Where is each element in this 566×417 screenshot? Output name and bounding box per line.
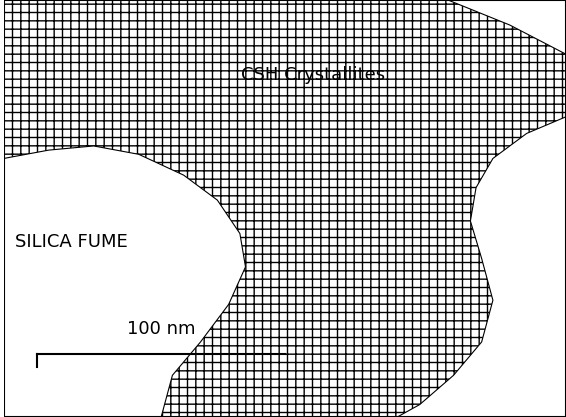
Text: 100 nm: 100 nm [127, 320, 195, 338]
Text: SILICA FUME: SILICA FUME [15, 233, 127, 251]
Text: CSH Crystallites: CSH Crystallites [241, 66, 385, 84]
Polygon shape [4, 0, 566, 417]
